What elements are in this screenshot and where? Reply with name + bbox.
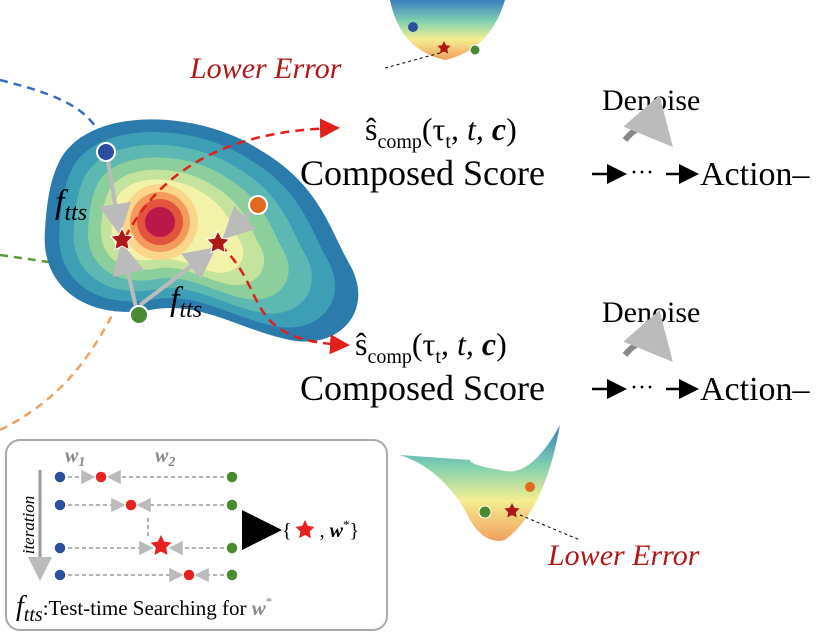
pipeline: ŝcomp(τt, t, c) Denoise Composed Score ·… <box>300 84 811 193</box>
subscript: 1 <box>78 455 85 470</box>
subscript: comp <box>367 346 411 368</box>
symbol: f <box>16 591 27 622</box>
axis-label: iteration <box>19 496 38 555</box>
leader-line <box>519 514 581 541</box>
loop-arrow <box>622 95 673 148</box>
args: ) <box>506 111 517 147</box>
superscript: * <box>266 594 273 609</box>
args: ) <box>496 326 507 362</box>
composed-label: Composed Score <box>300 368 545 408</box>
args: , t, <box>441 326 482 362</box>
weight: w <box>252 596 267 620</box>
symbol: w <box>65 445 79 467</box>
step-label: Denoise <box>602 296 700 329</box>
args: c <box>492 111 506 147</box>
brace: { <box>282 520 292 542</box>
pipeline: ŝcomp(τt, t, c) Denoise Composed Score ·… <box>300 296 811 408</box>
caption: ftts:Test-time Searching for w* <box>16 591 272 626</box>
point <box>408 22 418 32</box>
subscript: t <box>435 346 441 368</box>
annotation: Lower Error <box>189 52 342 85</box>
point <box>525 482 535 492</box>
search-arrows <box>99 154 257 313</box>
subscript: t <box>445 131 451 153</box>
output-label: Action– <box>700 371 811 408</box>
brace: } <box>349 520 359 542</box>
point <box>96 142 116 162</box>
output-label: Action– <box>700 156 811 193</box>
formula: ŝcomp(τt, t, c) <box>365 111 517 153</box>
subscript: tts <box>64 200 87 226</box>
subscript: comp <box>377 131 421 153</box>
weight: w <box>330 520 344 542</box>
weight-label: w2 <box>155 445 175 470</box>
subscript: tts <box>179 297 202 323</box>
red-path <box>123 118 340 239</box>
ellipsis: ··· <box>630 160 654 186</box>
ellipsis: ··· <box>630 375 654 401</box>
point <box>478 505 492 519</box>
error-bowl <box>400 425 560 541</box>
caption-text: :Test-time Searching for <box>43 596 252 620</box>
args: (τ <box>422 111 446 147</box>
weight-label: w1 <box>65 445 85 470</box>
legend-box: w1 w2 iteration {, w*} ftts:Test-time Sea… <box>5 439 388 631</box>
args: c <box>482 326 496 362</box>
loop-arrow <box>622 310 673 363</box>
symbol: w <box>155 445 169 467</box>
step-label: Denoise <box>602 84 700 117</box>
point <box>129 305 149 325</box>
subscript: tts <box>24 604 43 626</box>
leader-line <box>384 52 441 69</box>
args: (τ <box>412 326 436 362</box>
symbol: ŝ <box>365 111 377 147</box>
symbol: ŝ <box>355 326 367 362</box>
subscript: 2 <box>167 455 175 470</box>
composed-label: Composed Score <box>300 153 545 193</box>
formula: ŝcomp(τt, t, c) <box>355 326 507 368</box>
superscript: * <box>343 517 350 532</box>
separator: , <box>320 520 325 542</box>
args: , t, <box>451 111 492 147</box>
point <box>469 44 481 56</box>
blob-label: ftts <box>170 281 202 323</box>
result: {, w*} <box>282 517 359 542</box>
red-path <box>219 244 350 355</box>
annotation: Lower Error <box>547 539 700 572</box>
point <box>248 195 268 215</box>
